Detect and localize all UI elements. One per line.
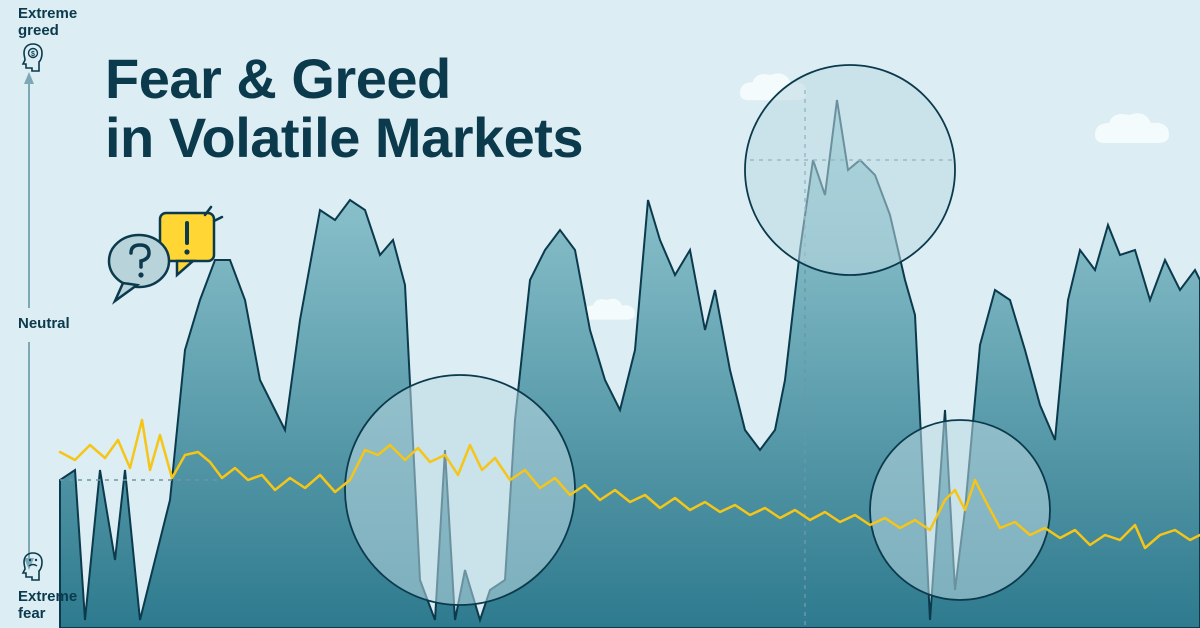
axis-label-extreme-fear: Extreme fear xyxy=(18,589,77,622)
infographic-title: Fear & Greed in Volatile Markets xyxy=(105,50,583,168)
question-bubble-icon xyxy=(109,235,169,301)
greed-head-icon: $ xyxy=(20,42,46,77)
fear-head-icon xyxy=(20,551,46,586)
axis-label-extreme-greed: Extreme greed xyxy=(18,6,77,39)
infographic-canvas: Fear & Greed in Volatile Markets Extreme… xyxy=(0,0,1200,628)
title-line-1: Fear & Greed xyxy=(105,47,451,110)
axis-label-neutral: Neutral xyxy=(18,316,70,333)
arrow-up-icon xyxy=(24,72,34,308)
arrow-down-icon xyxy=(24,342,34,570)
confusion-chat-icon xyxy=(105,205,225,320)
title-line-2: in Volatile Markets xyxy=(105,106,583,169)
svg-text:$: $ xyxy=(31,51,35,58)
